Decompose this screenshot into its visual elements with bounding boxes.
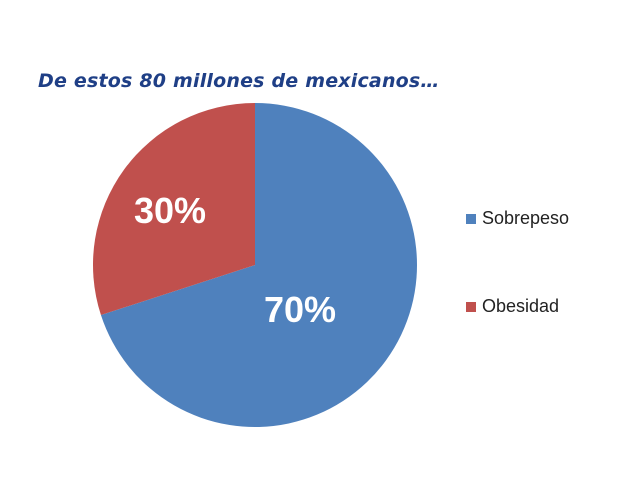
- legend-swatch-obesidad: [466, 301, 476, 312]
- legend-label-sobrepeso: Sobrepeso: [482, 208, 570, 228]
- pie-slice-sobrepeso: [100, 103, 418, 427]
- legend-label-obesidad: Obesidad: [482, 296, 560, 316]
- chart-title: De estos 80 millones de mexicanos…: [38, 70, 440, 92]
- legend-item-sobrepeso: Sobrepeso: [466, 208, 569, 229]
- legend-swatch-sobrepeso: [466, 213, 476, 224]
- data-label-obesidad: 30%: [134, 190, 206, 231]
- legend-item-obesidad: Obesidad: [466, 296, 559, 317]
- data-label-sobrepeso: 70%: [264, 289, 336, 330]
- pie-slice-obesidad: [92, 102, 255, 316]
